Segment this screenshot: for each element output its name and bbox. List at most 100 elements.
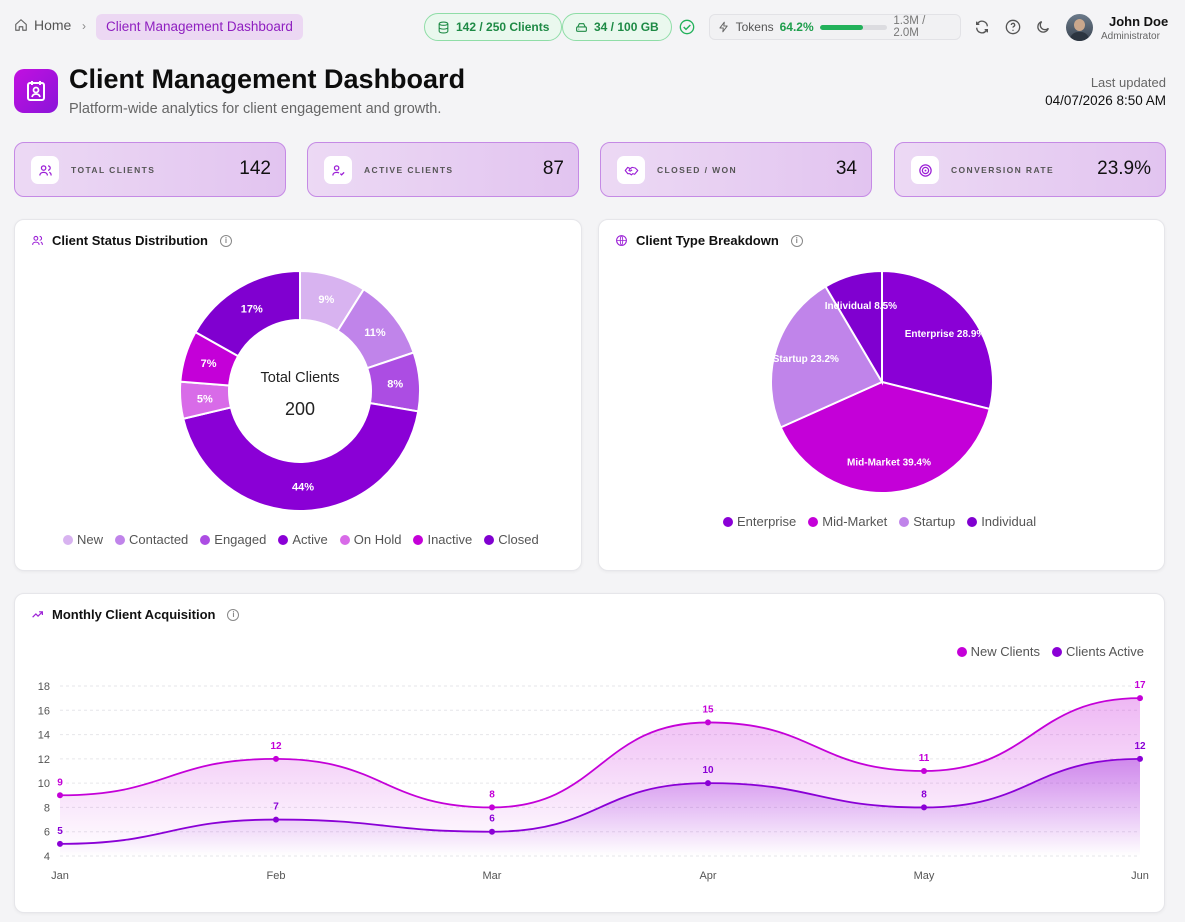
legend-label: Startup bbox=[913, 514, 956, 529]
clients-quota-label: 142 / 250 Clients bbox=[456, 20, 550, 34]
stat-card-total-clients[interactable]: TOTAL CLIENTS 142 bbox=[14, 142, 286, 197]
info-icon[interactable]: i bbox=[227, 608, 240, 621]
data-point[interactable] bbox=[1137, 755, 1143, 762]
legend-item-startup[interactable]: Startup bbox=[899, 514, 955, 529]
breadcrumb-current[interactable]: Client Management Dashboard bbox=[96, 14, 303, 40]
data-label: 6 bbox=[489, 814, 495, 825]
donut-slice-active[interactable] bbox=[182, 401, 420, 512]
storage-quota-pill[interactable]: 34 / 100 GB bbox=[562, 13, 672, 41]
stat-value: 142 bbox=[239, 158, 271, 179]
avatar[interactable] bbox=[1066, 14, 1093, 41]
database-icon bbox=[438, 21, 449, 33]
data-point[interactable] bbox=[57, 792, 63, 799]
donut-data-label: 5% bbox=[197, 393, 213, 405]
legend-item-engaged[interactable]: Engaged bbox=[200, 532, 266, 547]
lightning-icon bbox=[719, 21, 728, 33]
data-point[interactable] bbox=[705, 780, 711, 787]
stat-card-active-clients[interactable]: ACTIVE CLIENTS 87 bbox=[307, 142, 579, 197]
donut-slice-closed[interactable] bbox=[194, 269, 301, 358]
legend-label: Contacted bbox=[129, 532, 189, 547]
legend-swatch bbox=[413, 534, 424, 545]
legend-item-inactive[interactable]: Inactive bbox=[413, 532, 472, 547]
pie-slice-enterprise[interactable] bbox=[881, 269, 994, 411]
status-donut-chart: 9% 11% 8% 44% 5% 7% 17% Total Clients 200 bbox=[179, 269, 421, 512]
clients-quota-pill[interactable]: 142 / 250 Clients bbox=[424, 13, 563, 41]
hard-drive-icon bbox=[576, 22, 587, 32]
legend-item-active[interactable]: Active bbox=[278, 532, 328, 547]
stat-value: 87 bbox=[542, 158, 564, 179]
last-updated-label: Last updated bbox=[1090, 75, 1166, 90]
pie-slice-startup[interactable] bbox=[770, 285, 884, 429]
home-icon bbox=[15, 19, 27, 31]
user-role: Administrator bbox=[1101, 31, 1160, 42]
tokens-percent: 64.2% bbox=[779, 20, 814, 34]
data-point[interactable] bbox=[57, 840, 63, 847]
data-point[interactable] bbox=[1137, 695, 1143, 702]
legend-item-contacted[interactable]: Contacted bbox=[115, 532, 188, 547]
data-label: 17 bbox=[1134, 680, 1146, 691]
info-icon[interactable]: i bbox=[790, 234, 803, 247]
legend-swatch bbox=[899, 516, 910, 527]
series-line-new-clients[interactable] bbox=[59, 697, 1141, 809]
legend-item-mid-market[interactable]: Mid-Market bbox=[808, 514, 887, 529]
legend-label: Active bbox=[292, 532, 328, 547]
legend-item-individual[interactable]: Individual bbox=[967, 514, 1036, 529]
help-icon[interactable] bbox=[1005, 19, 1021, 35]
pie-slice-individual[interactable] bbox=[824, 269, 883, 386]
data-point[interactable] bbox=[705, 719, 711, 726]
y-tick-label: 12 bbox=[38, 754, 50, 766]
users-icon bbox=[32, 235, 43, 245]
legend-label: New Clients bbox=[970, 644, 1040, 659]
data-point[interactable] bbox=[489, 804, 495, 811]
globe-icon bbox=[616, 235, 627, 246]
monthly-area-chart: 4 6 8 10 12 14 16 18 Jan Feb Mar Apr May Jun 9 12 8 15 11 1… bbox=[38, 680, 1149, 882]
moon-icon[interactable] bbox=[1035, 19, 1051, 35]
data-point[interactable] bbox=[489, 828, 495, 835]
y-tick-label: 10 bbox=[38, 778, 50, 790]
tokens-used: 1.3M / 2.0M bbox=[893, 15, 926, 39]
series-line-clients-active[interactable] bbox=[59, 757, 1141, 845]
monthly-panel-title: Monthly Client Acquisition bbox=[52, 607, 216, 622]
legend-label: Closed bbox=[498, 532, 539, 547]
stat-card-conversion-rate[interactable]: CONVERSION RATE 23.9% bbox=[894, 142, 1166, 197]
tokens-progress-fill bbox=[819, 24, 864, 30]
y-tick-label: 16 bbox=[38, 705, 50, 717]
stat-card-closed-won[interactable]: CLOSED / WON 34 bbox=[600, 142, 872, 197]
tokens-label: Tokens bbox=[735, 20, 774, 34]
data-point[interactable] bbox=[273, 816, 279, 823]
x-tick-label: Apr bbox=[699, 870, 716, 882]
data-point[interactable] bbox=[921, 804, 927, 811]
refresh-icon[interactable] bbox=[974, 19, 990, 35]
check-circle-icon bbox=[679, 19, 695, 35]
tokens-meter: Tokens 64.2% 1.3M / 2.0M bbox=[709, 14, 961, 40]
donut-data-label: 44% bbox=[292, 481, 314, 493]
target-icon bbox=[911, 156, 939, 184]
top-bar: Home › Client Management Dashboard 142 /… bbox=[0, 0, 1185, 54]
legend-item-new[interactable]: New bbox=[63, 532, 103, 547]
legend-swatch bbox=[200, 534, 211, 545]
data-point[interactable] bbox=[273, 755, 279, 762]
legend-item-closed[interactable]: Closed bbox=[484, 532, 539, 547]
stat-label: CLOSED / WON bbox=[657, 165, 738, 175]
data-label: 12 bbox=[270, 741, 282, 752]
storage-quota-label: 34 / 100 GB bbox=[594, 20, 659, 34]
data-label: 15 bbox=[702, 704, 714, 715]
legend-swatch bbox=[63, 534, 73, 545]
data-point[interactable] bbox=[921, 768, 927, 774]
pie-slice-mid-market[interactable] bbox=[779, 380, 991, 494]
legend-item-on-hold[interactable]: On Hold bbox=[339, 532, 401, 547]
pie-data-label: Individual 8.5% bbox=[825, 301, 897, 312]
legend-item-clients-active[interactable]: Clients Active bbox=[1051, 644, 1144, 659]
trending-up-icon bbox=[32, 611, 43, 618]
legend-label: Mid-Market bbox=[822, 514, 888, 529]
type-legend: Enterprise Mid-Market Startup Individual bbox=[723, 514, 1036, 529]
x-tick-label: May bbox=[914, 870, 935, 882]
legend-item-enterprise[interactable]: Enterprise bbox=[723, 514, 796, 529]
x-tick-label: Jan bbox=[51, 870, 69, 882]
chevron-right-icon: › bbox=[82, 19, 86, 33]
breadcrumb-home[interactable]: Home bbox=[14, 17, 71, 33]
donut-data-label: 11% bbox=[364, 327, 386, 339]
legend-swatch bbox=[967, 516, 978, 527]
info-icon[interactable]: i bbox=[220, 234, 232, 247]
legend-item-new-clients[interactable]: New Clients bbox=[956, 644, 1040, 659]
